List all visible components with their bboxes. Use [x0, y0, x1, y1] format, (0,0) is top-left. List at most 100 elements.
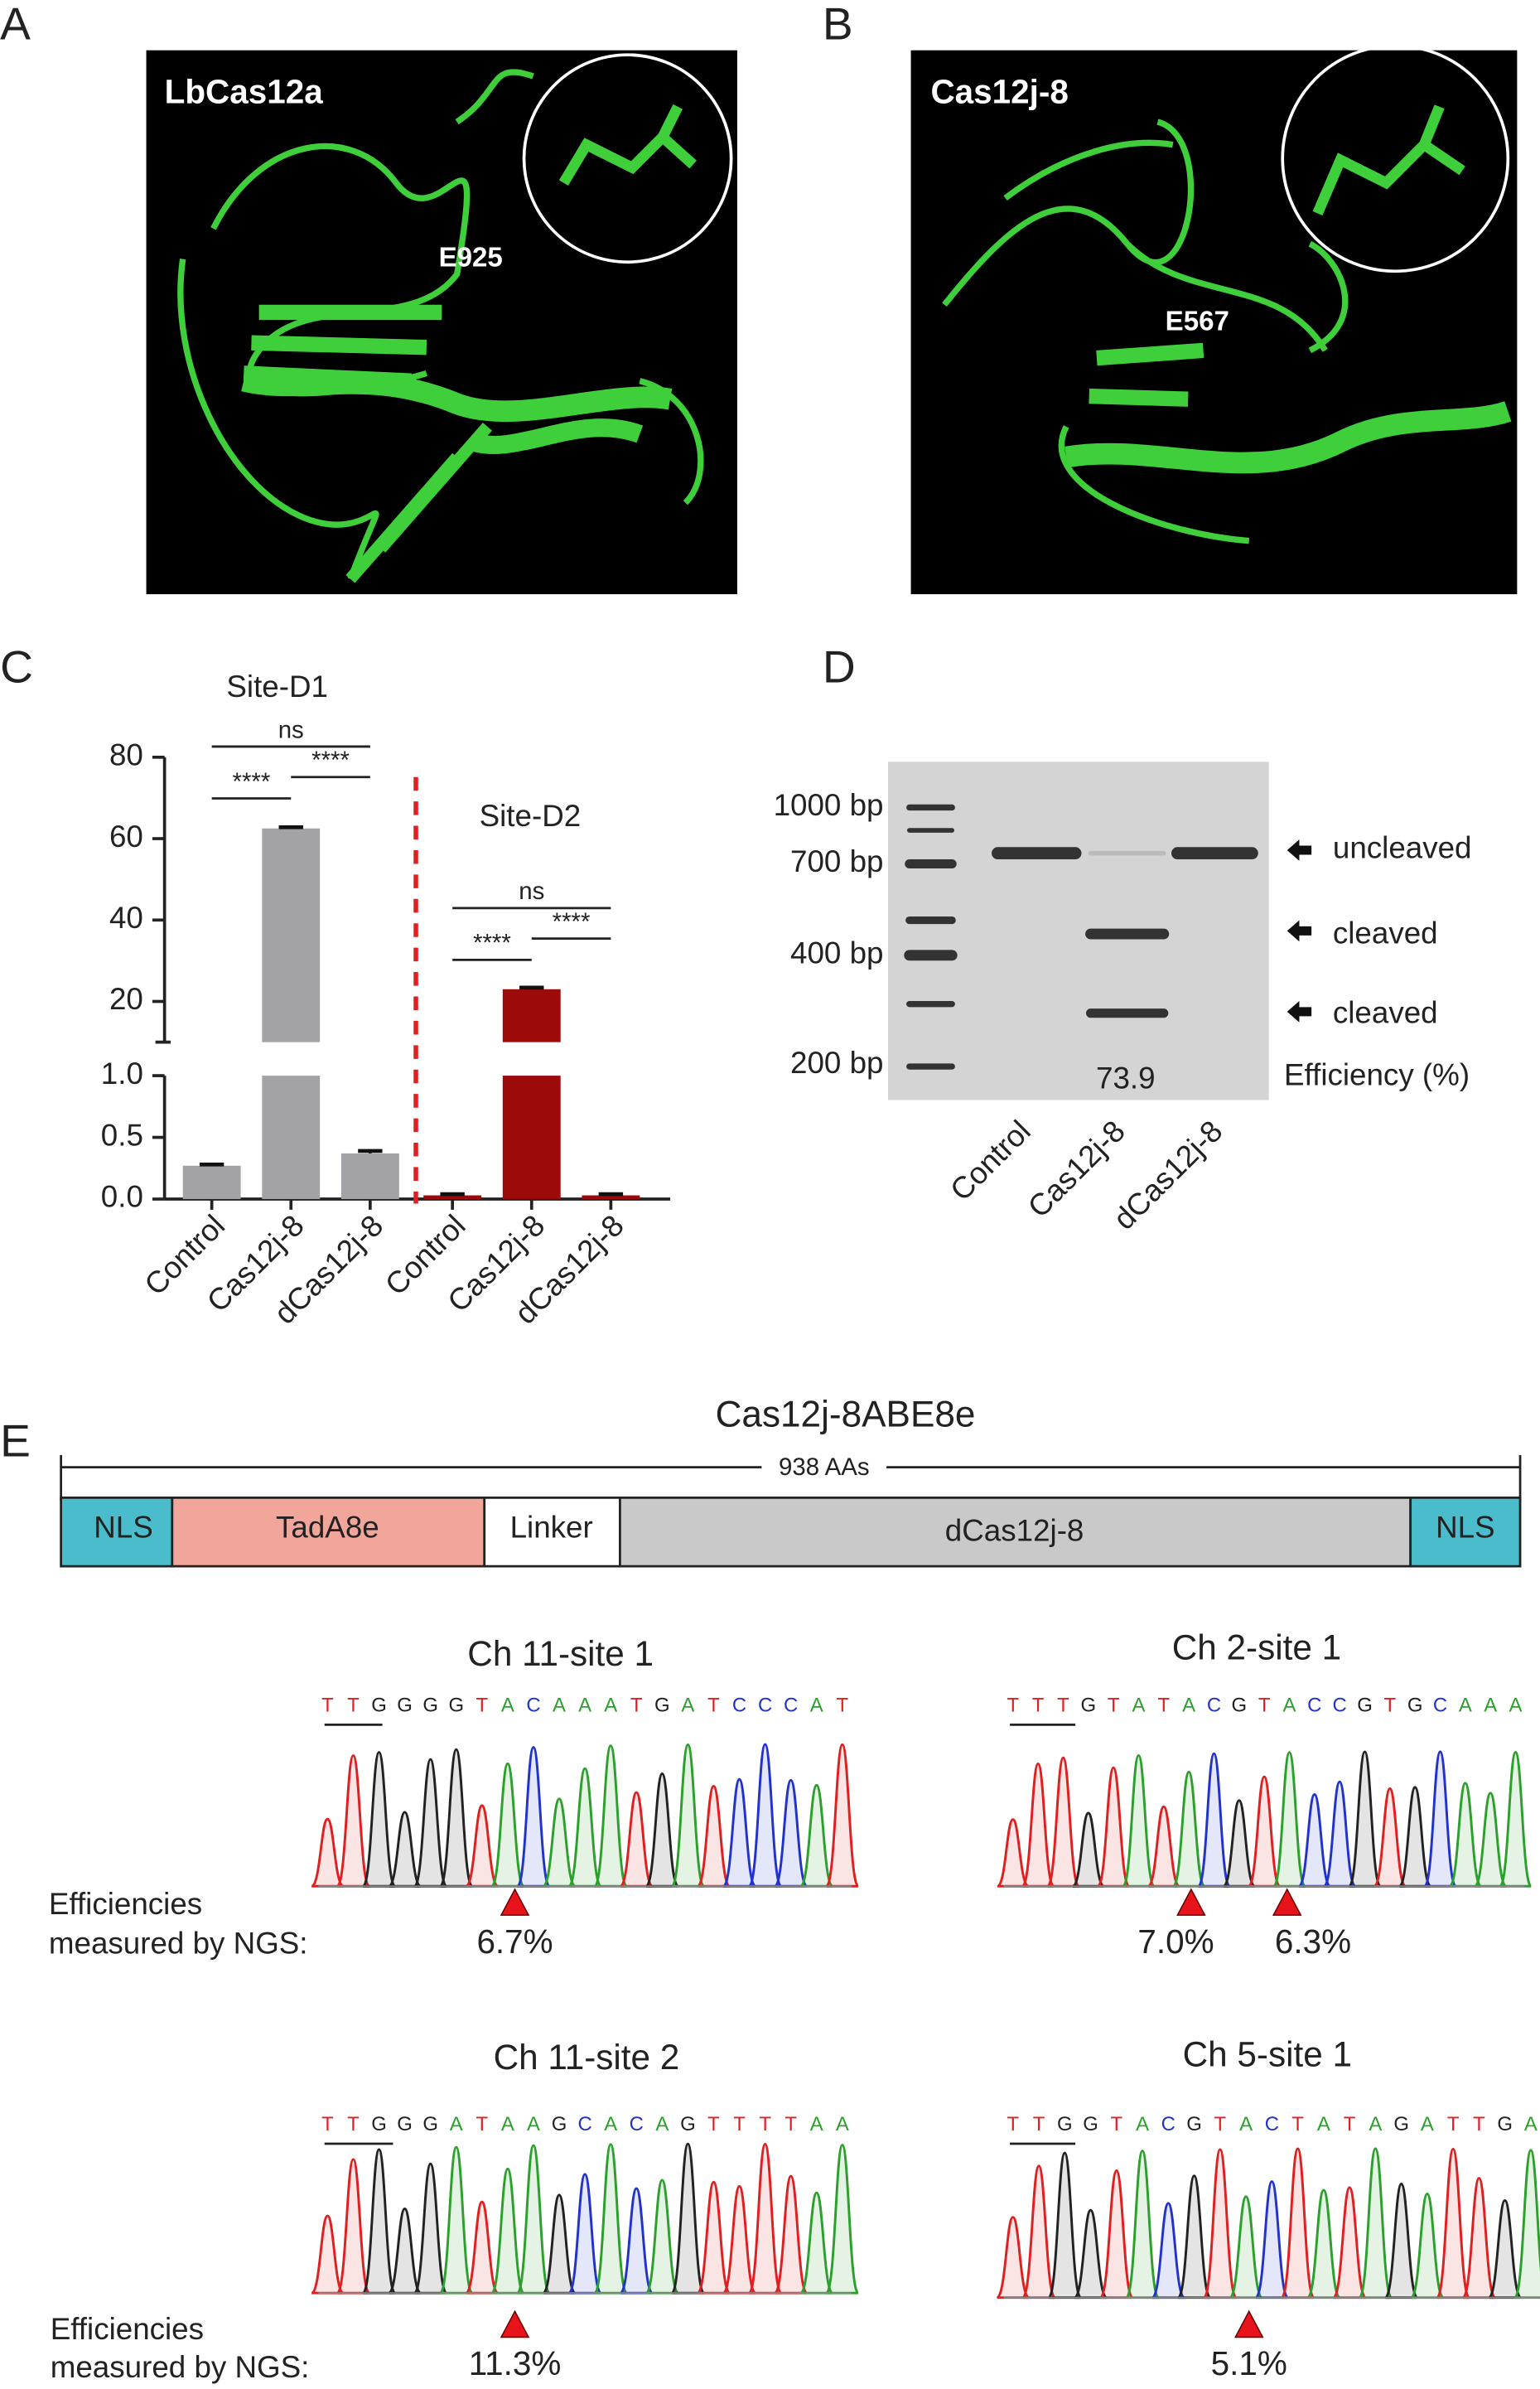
trace-peak	[773, 1778, 809, 1888]
base-letter: C	[577, 2113, 591, 2135]
band-label: uncleaved	[1333, 831, 1472, 865]
base-letter: G	[552, 2113, 567, 2135]
trace-peak	[670, 2142, 706, 2295]
base-letter: T	[347, 2113, 360, 2135]
base-letter: A	[1509, 1695, 1523, 1717]
base-letter: C	[1207, 1695, 1221, 1717]
y-tick-label: 40	[109, 901, 143, 935]
base-letter: G	[1357, 1695, 1373, 1717]
base-letter: C	[758, 1695, 772, 1717]
domain-label: NLS	[1436, 1511, 1495, 1545]
base-letter: T	[1033, 2113, 1045, 2135]
y-tick-label: 1.0	[101, 1057, 143, 1091]
base-letter: T	[321, 2113, 334, 2135]
trace-peak	[773, 2174, 809, 2295]
trace-peak	[722, 2184, 757, 2295]
base-letter: T	[1157, 1695, 1170, 1717]
base-letter: G	[1497, 2113, 1513, 2135]
trace-peak	[1021, 2164, 1056, 2300]
structure-b: Cas12j-8 E567	[910, 44, 1518, 595]
trace-peak	[516, 1746, 551, 1888]
base-letter: T	[1007, 2113, 1019, 2135]
base-letter: A	[1136, 2113, 1149, 2135]
base-letter: G	[371, 2113, 387, 2135]
efficiency-value: 6.7%	[476, 1922, 553, 1961]
base-letter: A	[655, 2113, 669, 2135]
domains	[60, 1497, 1522, 1568]
trace-peak	[1272, 1751, 1306, 1888]
base-letter: A	[450, 2113, 463, 2135]
lane-label: Control	[944, 1114, 1037, 1207]
trace-peak	[387, 2208, 422, 2295]
base-letter: G	[1186, 2113, 1202, 2135]
base-letter: G	[397, 2113, 413, 2135]
length-label: 938 AAs	[779, 1453, 870, 1481]
trace-peak	[1306, 2188, 1341, 2300]
trace-peak	[1203, 2148, 1238, 2300]
edit-marker	[1176, 1888, 1206, 1916]
trace-peak	[336, 1754, 371, 1888]
base-letter: C	[1433, 1695, 1447, 1717]
y-tick-label: 20	[109, 982, 143, 1016]
trace-title: Ch 11-site 2	[494, 2038, 680, 2077]
trace-peak	[542, 2193, 577, 2295]
gel-bands	[904, 804, 1258, 1070]
panel-label: E	[0, 1415, 31, 1467]
trace-peak	[747, 1743, 783, 1888]
trace-peak	[696, 2180, 731, 2295]
base-letter: C	[1161, 2113, 1176, 2135]
base-letter: G	[1080, 1695, 1096, 1717]
trace-peak	[1197, 1752, 1231, 1888]
base-letter: G	[1057, 2113, 1073, 2135]
base-letter: G	[371, 1695, 387, 1717]
base-letter: A	[578, 1695, 591, 1717]
base-letter: T	[707, 1695, 720, 1717]
residue-stick	[558, 104, 697, 186]
residue-label: E567	[1166, 307, 1229, 337]
trace-peak	[1096, 1766, 1131, 1888]
trace-peak	[361, 2148, 397, 2295]
edit-marker	[500, 1888, 530, 1916]
bar	[340, 1153, 399, 1200]
base-letter: A	[501, 2113, 514, 2135]
base-letter: G	[1407, 1695, 1423, 1717]
trace-peak	[1398, 1786, 1432, 1888]
significance-label: ns	[278, 716, 304, 743]
y-tick-label: 60	[109, 820, 143, 854]
base-letter: T	[1344, 2113, 1356, 2135]
trace-peak	[799, 1783, 834, 1888]
base-letter: C	[784, 1695, 798, 1717]
base-letter: T	[321, 1695, 334, 1717]
base-letter: T	[707, 2113, 720, 2135]
base-letter: C	[732, 1695, 746, 1717]
trace-peak	[1046, 1756, 1080, 1888]
base-letter: T	[630, 1695, 643, 1717]
trace-peak	[619, 2187, 654, 2295]
efficiency-value: 11.3%	[469, 2344, 562, 2382]
trace-peak	[1487, 2198, 1523, 2300]
trace-title: Ch 11-site 1	[467, 1634, 654, 1673]
trace-peak	[1151, 2202, 1186, 2300]
y-tick-label: 0.0	[101, 1180, 143, 1214]
trace-peak	[1071, 1811, 1106, 1888]
trace-peak	[1448, 1782, 1483, 1888]
base-letter: T	[1214, 2113, 1227, 2135]
structure-background	[910, 50, 1518, 595]
protein-name: Cas12j-8	[930, 73, 1068, 111]
trace-peak	[1147, 1805, 1181, 1888]
ngs-label: measured by NGS:	[51, 2350, 310, 2384]
trace-peak	[644, 2179, 680, 2295]
ngs-labels: Efficiencies measured by NGS: Efficienci…	[49, 1887, 309, 2384]
protein-cartoon	[177, 69, 704, 583]
base-letter: A	[553, 1695, 566, 1717]
significance-label: ****	[473, 930, 511, 957]
trace-peak	[490, 2167, 525, 2295]
base-letter: G	[422, 1695, 438, 1717]
trace-peak	[1247, 1775, 1282, 1888]
base-letter: T	[1007, 1695, 1019, 1717]
base-letter: A	[1421, 2113, 1434, 2135]
base-letter: A	[604, 2113, 617, 2135]
base-letter: T	[1108, 1695, 1120, 1717]
construct-title: Cas12j-8ABE8e	[716, 1395, 976, 1435]
